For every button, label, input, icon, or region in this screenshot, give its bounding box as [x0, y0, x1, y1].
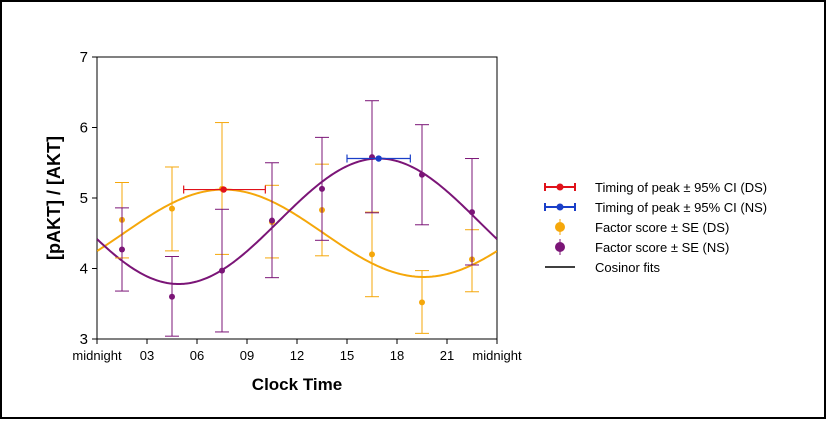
x-tick-label: 15 — [340, 348, 354, 363]
y-tick-label: 7 — [80, 49, 88, 66]
legend-label: Factor score ± SE (DS) — [595, 220, 729, 235]
data-point-ds — [369, 251, 375, 258]
plot-border — [96, 56, 498, 340]
legend-label: Factor score ± SE (NS) — [595, 240, 729, 255]
y-tick-label: 6 — [80, 120, 88, 137]
y-tick-label: 3 — [80, 331, 88, 348]
peak-marker-ns — [375, 155, 382, 162]
x-tick-label: midnight — [72, 348, 122, 363]
y-tick-label: 5 — [80, 190, 88, 207]
legend-label: Cosinor fits — [595, 260, 661, 275]
peak-marker-ds — [220, 186, 227, 193]
y-axis-label: [pAKT] / [AKT] — [44, 136, 64, 260]
data-point-ns — [469, 209, 475, 216]
x-tick-label: midnight — [472, 348, 522, 363]
y-tick-label: 4 — [80, 261, 88, 278]
x-tick-label: 03 — [140, 348, 154, 363]
legend-swatch-dot — [556, 203, 564, 211]
legend-label: Timing of peak ± 95% CI (NS) — [595, 200, 767, 215]
plot-area: 3 4 5 6 7 midnight 03 06 09 12 15 18 21 midnight — [72, 49, 522, 363]
legend-swatch — [555, 242, 565, 252]
legend: Timing of peak ± 95% CI (DS) Timing of pe… — [544, 180, 767, 275]
data-point-ns — [419, 171, 425, 178]
data-point-ds — [419, 299, 425, 306]
legend-swatch — [555, 222, 565, 232]
x-tick-label: 12 — [290, 348, 304, 363]
x-tick-label: 06 — [190, 348, 204, 363]
legend-label: Timing of peak ± 95% CI (DS) — [595, 180, 767, 195]
data-point-ns — [119, 246, 125, 253]
x-axis-label: Clock Time — [252, 375, 342, 394]
data-point-ns — [219, 267, 225, 274]
data-point-ns — [169, 293, 175, 300]
cosinor-fit-ns — [97, 157, 497, 286]
chart: 3 4 5 6 7 midnight 03 06 09 12 15 18 21 midnight [pAK… — [44, 49, 767, 394]
cosinor-fit-ds — [97, 188, 497, 278]
data-point-ns — [369, 154, 375, 161]
legend-swatch-dot — [556, 183, 564, 191]
data-point-ns — [269, 217, 275, 224]
x-tick-label: 21 — [440, 348, 454, 363]
data-point-ds — [169, 205, 175, 212]
x-tick-label: 09 — [240, 348, 254, 363]
x-tick-label: 18 — [390, 348, 404, 363]
data-point-ns — [319, 185, 325, 192]
